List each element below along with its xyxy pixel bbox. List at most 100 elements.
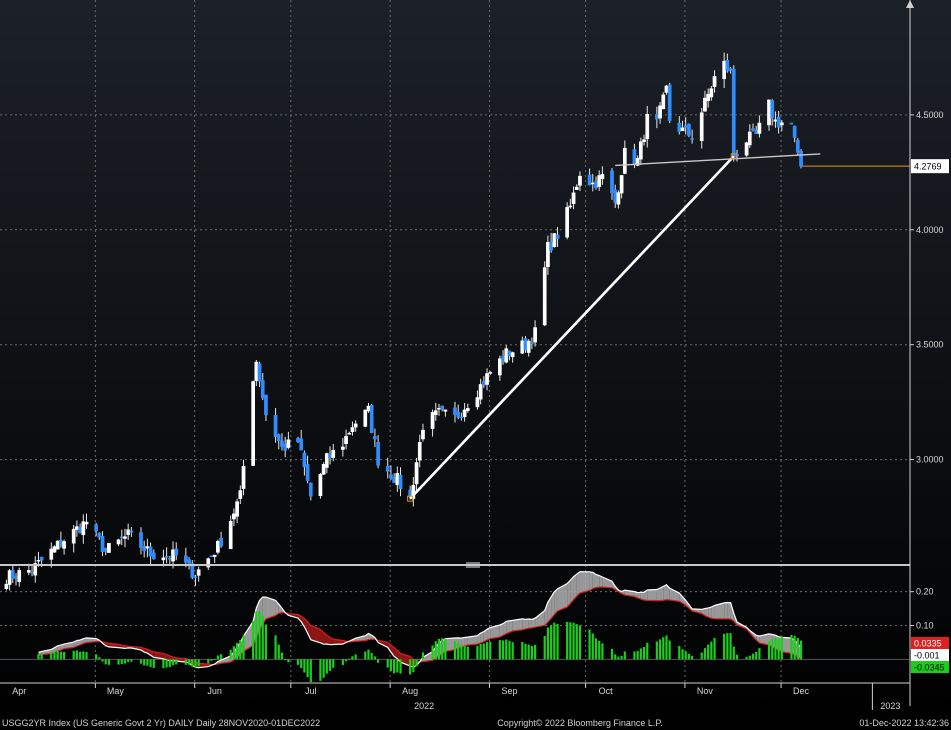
candle-body bbox=[555, 234, 560, 239]
oscillator-histogram-bar bbox=[748, 655, 751, 660]
month-label: May bbox=[107, 686, 125, 696]
oscillator-histogram-bar bbox=[50, 652, 53, 660]
candle-body bbox=[504, 348, 509, 363]
candle-body bbox=[526, 340, 531, 353]
oscillator-band-segment bbox=[656, 588, 661, 601]
oscillator-band-segment bbox=[759, 633, 770, 646]
oscillator-histogram-bar bbox=[280, 652, 284, 660]
candle-body bbox=[459, 416, 464, 419]
candle-body bbox=[754, 130, 759, 135]
oscillator-histogram-bar bbox=[412, 659, 415, 673]
oscillator-histogram-bar bbox=[168, 659, 171, 668]
candle-body bbox=[238, 490, 243, 499]
oscillator-tick-label: 0.10 bbox=[916, 621, 934, 631]
candle-body bbox=[142, 546, 147, 552]
oscillator-histogram-bar bbox=[255, 611, 258, 660]
oscillator-histogram-bar bbox=[723, 633, 726, 660]
oscillator-histogram-bar bbox=[553, 622, 556, 660]
candle-body bbox=[55, 540, 60, 550]
oscillator-histogram-bar bbox=[79, 651, 82, 660]
oscillator-histogram-bar bbox=[780, 636, 783, 660]
oscillator-histogram-bar bbox=[252, 621, 255, 660]
candle-body bbox=[655, 114, 659, 120]
candle-body bbox=[683, 125, 688, 128]
oscillator-histogram-bar bbox=[62, 651, 66, 660]
oscillator-band-segment bbox=[781, 637, 792, 654]
candle-body bbox=[417, 441, 422, 461]
candle-body bbox=[642, 139, 646, 142]
oscillator-histogram-bar bbox=[287, 659, 290, 663]
candle-body bbox=[94, 524, 98, 531]
oscillator-band-segment bbox=[551, 591, 555, 619]
pane-separator-handle[interactable] bbox=[466, 562, 480, 568]
candle-body bbox=[206, 558, 211, 568]
oscillator-histogram-bar bbox=[284, 659, 287, 661]
candle-body bbox=[350, 427, 355, 432]
candle-body bbox=[52, 546, 57, 553]
oscillator-band-segment bbox=[320, 629, 324, 645]
oscillator-histogram-bar bbox=[707, 644, 710, 660]
oscillator-band-segment bbox=[467, 635, 478, 646]
oscillator-histogram-bar bbox=[639, 648, 642, 660]
oscillator-histogram-bar bbox=[187, 659, 191, 665]
oscillator-histogram-bar bbox=[457, 643, 460, 660]
candle-body bbox=[510, 352, 515, 358]
candle-body bbox=[17, 570, 22, 582]
candle-body bbox=[30, 571, 34, 574]
oscillator-band-segment bbox=[275, 600, 279, 616]
candle-body bbox=[187, 559, 191, 564]
oscillator-histogram-bar bbox=[521, 641, 524, 660]
candle-body bbox=[680, 127, 685, 131]
oscillator-band-segment bbox=[310, 625, 321, 643]
oscillator-histogram-bar bbox=[236, 642, 239, 660]
candle-body bbox=[779, 122, 784, 126]
oscillator-band-segment bbox=[301, 616, 305, 627]
oscillator-band-segment bbox=[704, 607, 709, 618]
oscillator-histogram-bar bbox=[617, 656, 620, 660]
candle-body bbox=[232, 513, 236, 520]
oscillator-band-segment bbox=[666, 584, 670, 601]
candle-body bbox=[661, 94, 666, 110]
oscillator-histogram-bar bbox=[642, 646, 646, 660]
trendline bbox=[615, 153, 821, 167]
oscillator-histogram-bar bbox=[793, 635, 796, 660]
oscillator-histogram-bar bbox=[370, 652, 373, 660]
oscillator-histogram-bar bbox=[511, 642, 514, 660]
candle-body bbox=[174, 548, 179, 556]
oscillator-histogram-bar bbox=[421, 652, 425, 660]
oscillator-histogram-bar bbox=[444, 638, 447, 660]
oscillator-band-segment bbox=[756, 635, 760, 643]
oscillator-band-segment bbox=[663, 584, 667, 601]
price-tick-label: 3.5000 bbox=[916, 340, 944, 350]
candle-body bbox=[731, 68, 736, 158]
oscillator-band-segment bbox=[595, 574, 600, 588]
oscillator-histogram-bar bbox=[710, 641, 713, 660]
candle-body bbox=[254, 361, 259, 381]
candle-body bbox=[324, 453, 329, 468]
oscillator-histogram-bar bbox=[601, 643, 604, 660]
oscillator-band-segment bbox=[304, 618, 308, 633]
candle-body bbox=[709, 88, 714, 98]
oscillator-histogram-bar bbox=[594, 638, 598, 660]
oscillator-histogram-bar bbox=[300, 659, 303, 669]
oscillator-histogram-bar bbox=[123, 659, 127, 664]
candle-body bbox=[722, 60, 727, 80]
candle-body bbox=[735, 153, 739, 157]
candle-body bbox=[792, 125, 797, 138]
trendlines bbox=[407, 153, 821, 502]
oscillator-histogram-bar bbox=[229, 649, 232, 660]
footer-left: USGG2YR Index (US Generic Govt 2 Yr) DAI… bbox=[2, 718, 320, 728]
candle-body bbox=[568, 205, 573, 208]
candle-body bbox=[283, 443, 288, 451]
candle-body bbox=[574, 186, 579, 190]
month-label: Dec bbox=[793, 686, 810, 696]
oscillator-histogram-bar bbox=[453, 640, 457, 660]
oscillator-band-segment bbox=[640, 592, 645, 601]
oscillator-histogram-bar bbox=[460, 645, 463, 660]
oscillator-histogram-bar bbox=[261, 616, 264, 660]
oscillator-histogram-bar bbox=[216, 655, 219, 660]
candle-body bbox=[97, 532, 102, 538]
candle-body bbox=[328, 453, 332, 459]
price-tick-label: 4.5000 bbox=[916, 110, 944, 120]
oscillator-band-segment bbox=[499, 623, 504, 638]
